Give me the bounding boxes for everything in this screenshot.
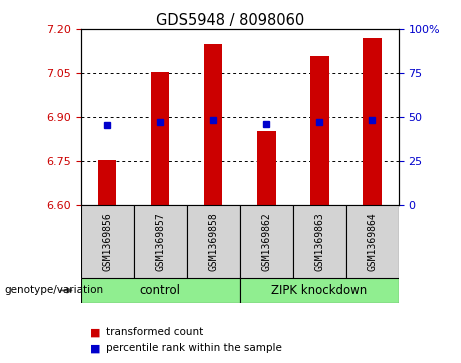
Text: percentile rank within the sample: percentile rank within the sample: [106, 343, 282, 354]
Bar: [346, 205, 399, 278]
Text: genotype/variation: genotype/variation: [5, 285, 104, 295]
Text: ■: ■: [90, 327, 100, 337]
Bar: [240, 278, 399, 303]
Bar: [204, 44, 223, 205]
Bar: [310, 56, 329, 205]
Text: control: control: [140, 284, 181, 297]
Text: GDS5948 / 8098060: GDS5948 / 8098060: [156, 13, 305, 28]
Bar: [257, 131, 276, 205]
Text: GSM1369862: GSM1369862: [261, 212, 271, 271]
Text: GSM1369858: GSM1369858: [208, 212, 218, 271]
Bar: [293, 205, 346, 278]
Text: ■: ■: [90, 343, 100, 354]
Bar: [81, 205, 134, 278]
Bar: [363, 38, 382, 205]
Text: GSM1369857: GSM1369857: [155, 212, 165, 271]
Bar: [151, 72, 170, 205]
Bar: [98, 160, 117, 205]
Text: GSM1369864: GSM1369864: [367, 212, 377, 271]
Text: GSM1369863: GSM1369863: [314, 212, 324, 271]
Bar: [134, 205, 187, 278]
Text: GSM1369856: GSM1369856: [102, 212, 112, 271]
Text: transformed count: transformed count: [106, 327, 203, 337]
Bar: [187, 205, 240, 278]
Bar: [240, 205, 293, 278]
Text: ZIPK knockdown: ZIPK knockdown: [271, 284, 367, 297]
Bar: [81, 278, 240, 303]
